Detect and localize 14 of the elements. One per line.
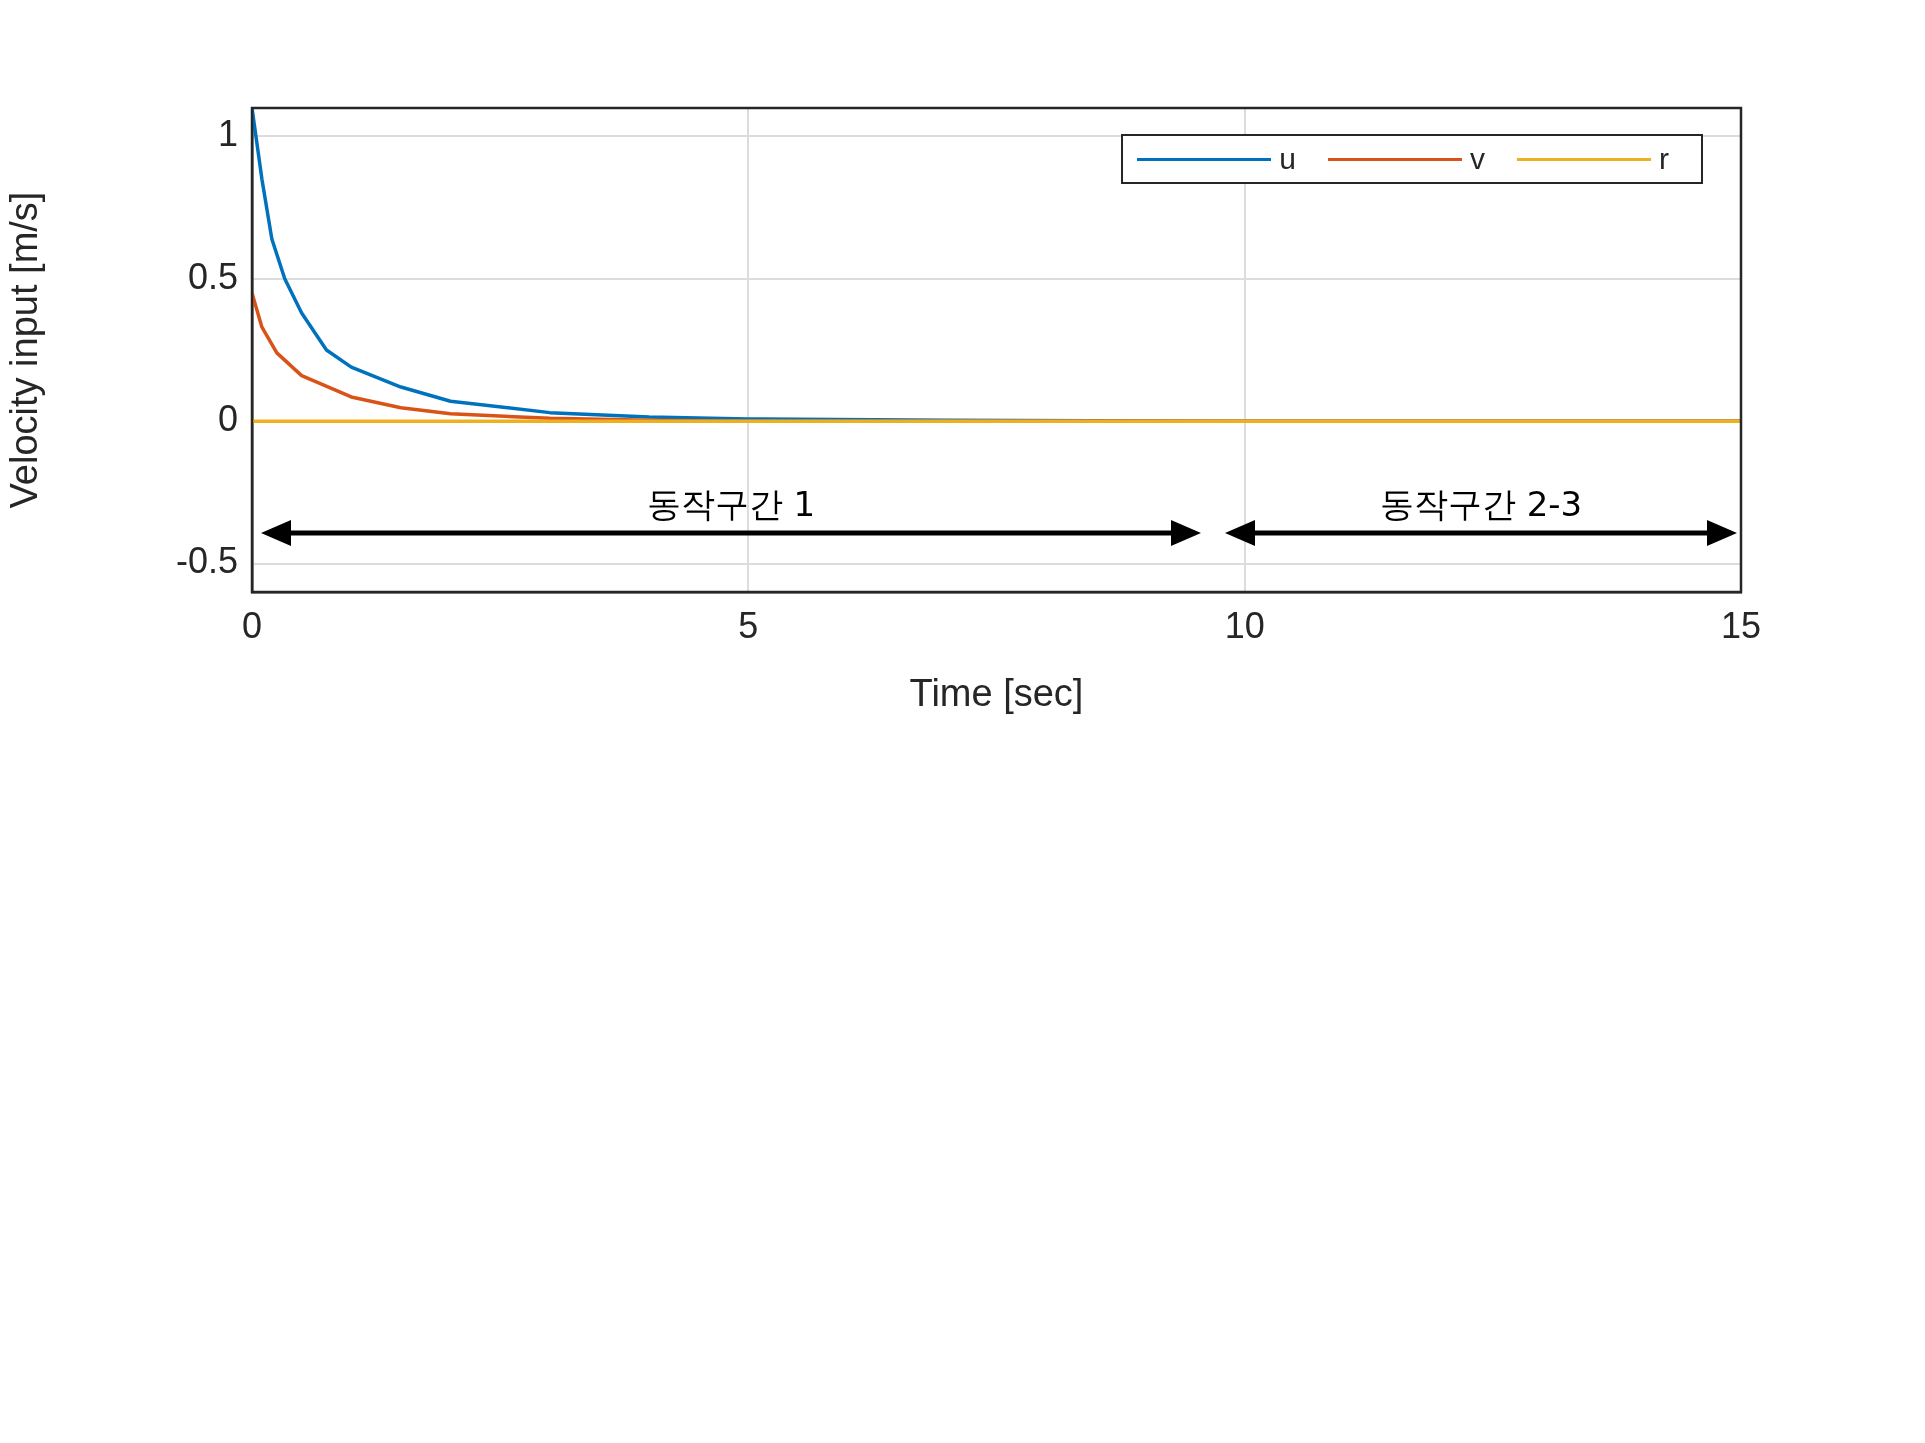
annotation: 동작구간 1: [646, 483, 816, 524]
x-tick-label: 10: [1224, 604, 1265, 646]
legend-label: u: [1279, 142, 1296, 176]
x-tick-label: 5: [738, 604, 759, 646]
x-axis-title: Time [sec]: [909, 671, 1084, 714]
legend-label: r: [1659, 142, 1669, 176]
y-tick-label: 0: [217, 398, 238, 440]
x-tick-label: 15: [1720, 604, 1762, 646]
y-axis-title: Velocity input [m/s]: [3, 191, 46, 509]
y-tick-label: -0.5: [175, 540, 238, 582]
annotation: 동작구간 2-3: [1379, 483, 1583, 524]
y-tick-label: 0.5: [187, 255, 238, 297]
legend-label: v: [1470, 142, 1485, 176]
y-tick-label: 1: [217, 113, 238, 155]
